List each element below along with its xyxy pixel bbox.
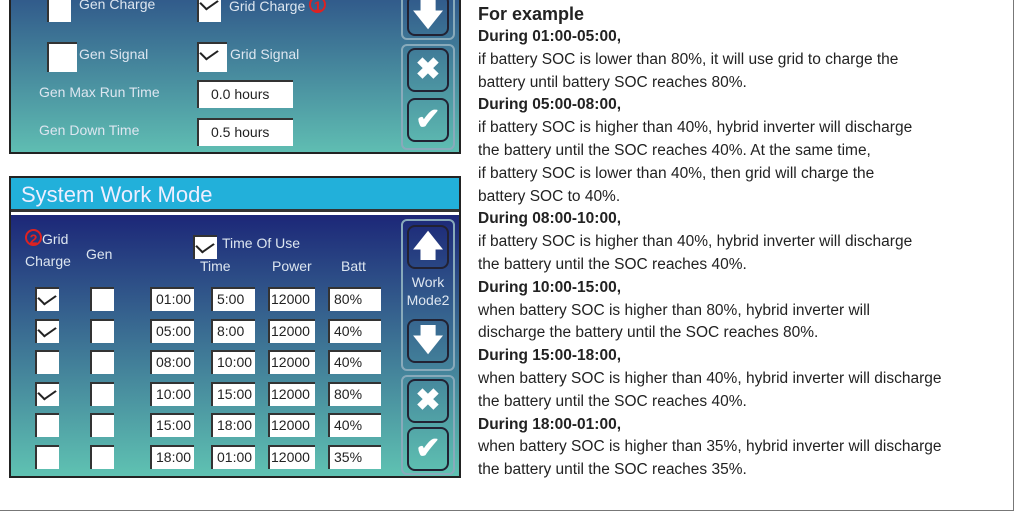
period-description: if battery SOC is higher than 40%, hybri… — [478, 119, 913, 137]
arrow-down-button[interactable]: 🡇 — [407, 0, 449, 36]
power-input[interactable]: 12000 — [268, 318, 315, 343]
gen-signal-label: Gen Signal — [79, 46, 149, 62]
gen-settings-panel: Gen Charge Grid Charge 1 Gen Signal Grid… — [9, 0, 461, 154]
gen-checkbox[interactable] — [90, 350, 114, 374]
time-header: Time — [200, 258, 231, 274]
period-heading: During 10:00-15:00, — [478, 278, 621, 296]
period-description: if battery SOC is lower than 40%, then g… — [478, 164, 875, 182]
start-time-input[interactable]: 10:00 — [150, 381, 194, 406]
charge-header: Charge — [25, 253, 71, 269]
batt-input[interactable]: 80% — [328, 287, 381, 311]
period-description: when battery SOC is higher than 80%, hyb… — [478, 301, 870, 319]
end-time-input[interactable]: 10:00 — [211, 350, 255, 374]
mode-action-group: ✖ ✔ — [401, 375, 455, 475]
period-description: battery until battery SOC reaches 80%. — [478, 73, 747, 91]
action-group: ✖ ✔ — [401, 44, 455, 150]
gen-down-label: Gen Down Time — [39, 122, 140, 138]
end-time-input[interactable]: 01:00 — [211, 444, 255, 469]
batt-input[interactable]: 40% — [328, 350, 381, 374]
arrow-down-button[interactable]: 🡇 — [407, 319, 449, 363]
grid-charge-checkbox[interactable] — [35, 444, 59, 469]
grid-signal-checkbox[interactable] — [197, 42, 227, 72]
marker-2: 2 — [25, 229, 42, 247]
marker-1: 1 — [309, 0, 327, 14]
period-heading: During 08:00-10:00, — [478, 210, 621, 228]
gen-charge-label: Gen Charge — [79, 0, 156, 12]
end-time-input[interactable]: 8:00 — [211, 318, 255, 343]
gen-signal-checkbox[interactable] — [47, 42, 77, 72]
batt-input[interactable]: 40% — [328, 413, 381, 437]
nav-group: 🡇 — [401, 0, 455, 40]
time-of-use-checkbox[interactable] — [193, 235, 217, 259]
period-description: the battery until the SOC reaches 40%. — [478, 392, 747, 410]
period-description: the battery until the SOC reaches 40%. A… — [478, 141, 871, 159]
mode-nav-group: 🡅 Work Mode2 🡇 — [401, 219, 455, 371]
period-description: the battery until the SOC reaches 35%. — [478, 461, 747, 479]
end-time-input[interactable]: 15:00 — [211, 381, 255, 406]
grid-charge-checkbox[interactable] — [35, 413, 59, 437]
example-title: For example — [478, 4, 585, 24]
grid-charge-checkbox[interactable] — [35, 350, 59, 374]
example-text: For example During 01:00-05:00, if batter… — [478, 2, 1013, 482]
work-mode-label: Work Mode2 — [406, 274, 450, 308]
grid-charge-label: Grid Charge 1 — [229, 0, 327, 14]
cancel-button[interactable]: ✖ — [407, 379, 449, 423]
batt-input[interactable]: 40% — [328, 318, 381, 343]
period-heading: During 15:00-18:00, — [478, 347, 621, 365]
period-heading: During 05:00-08:00, — [478, 96, 621, 114]
start-time-input[interactable]: 18:00 — [150, 444, 194, 469]
end-time-input[interactable]: 18:00 — [211, 413, 255, 437]
period-heading: During 18:00-01:00, — [478, 415, 621, 433]
period-description: when battery SOC is higher than 40%, hyb… — [478, 369, 942, 387]
gen-down-input[interactable]: 0.5 hours — [197, 118, 293, 146]
power-input[interactable]: 12000 — [268, 413, 315, 437]
start-time-input[interactable]: 05:00 — [150, 318, 194, 343]
power-header: Power — [272, 258, 312, 274]
system-work-mode-panel: System Work Mode 2 Grid Charge Gen Time O… — [9, 176, 461, 478]
page-frame — [0, 0, 1014, 511]
grid-charge-checkbox[interactable] — [197, 0, 221, 22]
period-description: battery SOC to 40%. — [478, 187, 621, 205]
gen-max-run-input[interactable]: 0.0 hours — [197, 80, 293, 108]
grid-charge-checkbox[interactable] — [35, 287, 59, 311]
period-description: discharge the battery until the SOC reac… — [478, 324, 819, 342]
batt-header: Batt — [341, 258, 366, 274]
power-input[interactable]: 12000 — [268, 350, 315, 374]
work-mode-body: 2 Grid Charge Gen Time Of Use Time Power … — [11, 215, 459, 476]
time-of-use-label: Time Of Use — [222, 235, 301, 251]
batt-input[interactable]: 35% — [328, 444, 381, 469]
grid-charge-checkbox[interactable] — [35, 318, 59, 343]
period-description: if battery SOC is lower than 80%, it wil… — [478, 50, 899, 68]
period-description: the battery until the SOC reaches 40%. — [478, 255, 747, 273]
end-time-input[interactable]: 5:00 — [211, 287, 255, 311]
grid-charge-header: 2 Grid — [25, 229, 68, 247]
cancel-button[interactable]: ✖ — [407, 48, 449, 92]
start-time-input[interactable]: 15:00 — [150, 413, 194, 437]
gen-charge-checkbox[interactable] — [47, 0, 71, 22]
power-input[interactable]: 12000 — [268, 381, 315, 406]
gen-checkbox[interactable] — [90, 381, 114, 406]
power-input[interactable]: 12000 — [268, 287, 315, 311]
period-heading: During 01:00-05:00, — [478, 28, 621, 45]
batt-input[interactable]: 80% — [328, 381, 381, 406]
grid-signal-label: Grid Signal — [230, 46, 300, 62]
period-description: when battery SOC is higher than 35%, hyb… — [478, 438, 942, 456]
grid-charge-checkbox[interactable] — [35, 381, 59, 406]
gen-header: Gen — [86, 246, 113, 262]
gen-max-run-label: Gen Max Run Time — [39, 84, 160, 100]
panel-title: System Work Mode — [11, 178, 459, 212]
ok-button[interactable]: ✔ — [407, 98, 449, 142]
power-input[interactable]: 12000 — [268, 444, 315, 469]
start-time-input[interactable]: 01:00 — [150, 287, 194, 311]
gen-checkbox[interactable] — [90, 444, 114, 469]
start-time-input[interactable]: 08:00 — [150, 350, 194, 374]
gen-checkbox[interactable] — [90, 318, 114, 343]
gen-checkbox[interactable] — [90, 287, 114, 311]
gen-checkbox[interactable] — [90, 413, 114, 437]
arrow-up-button[interactable]: 🡅 — [407, 225, 449, 269]
ok-button[interactable]: ✔ — [407, 427, 449, 471]
period-description: if battery SOC is higher than 40%, hybri… — [478, 233, 913, 251]
